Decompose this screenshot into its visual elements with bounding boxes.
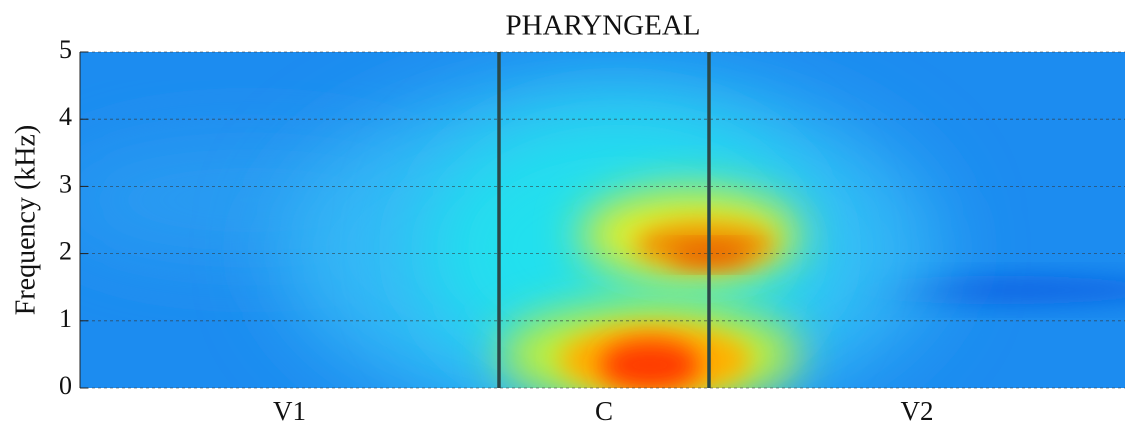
y-tick-label: 5 [59,35,72,64]
y-axis-label: Frequency (kHz) [10,125,41,315]
y-tick-label: 1 [59,304,72,333]
y-tick-label: 4 [59,102,72,131]
heatmap-field [80,52,1125,388]
x-tick-label: V2 [901,396,934,426]
heatmap-blob [600,340,700,388]
x-tick-label: C [595,396,613,426]
y-tick-label: 2 [59,237,72,266]
chart-title: PHARYNGEAL [506,10,701,42]
y-tick-label: 0 [59,371,72,400]
x-tick-label: V1 [273,396,306,426]
y-tick-label: 3 [59,169,72,198]
